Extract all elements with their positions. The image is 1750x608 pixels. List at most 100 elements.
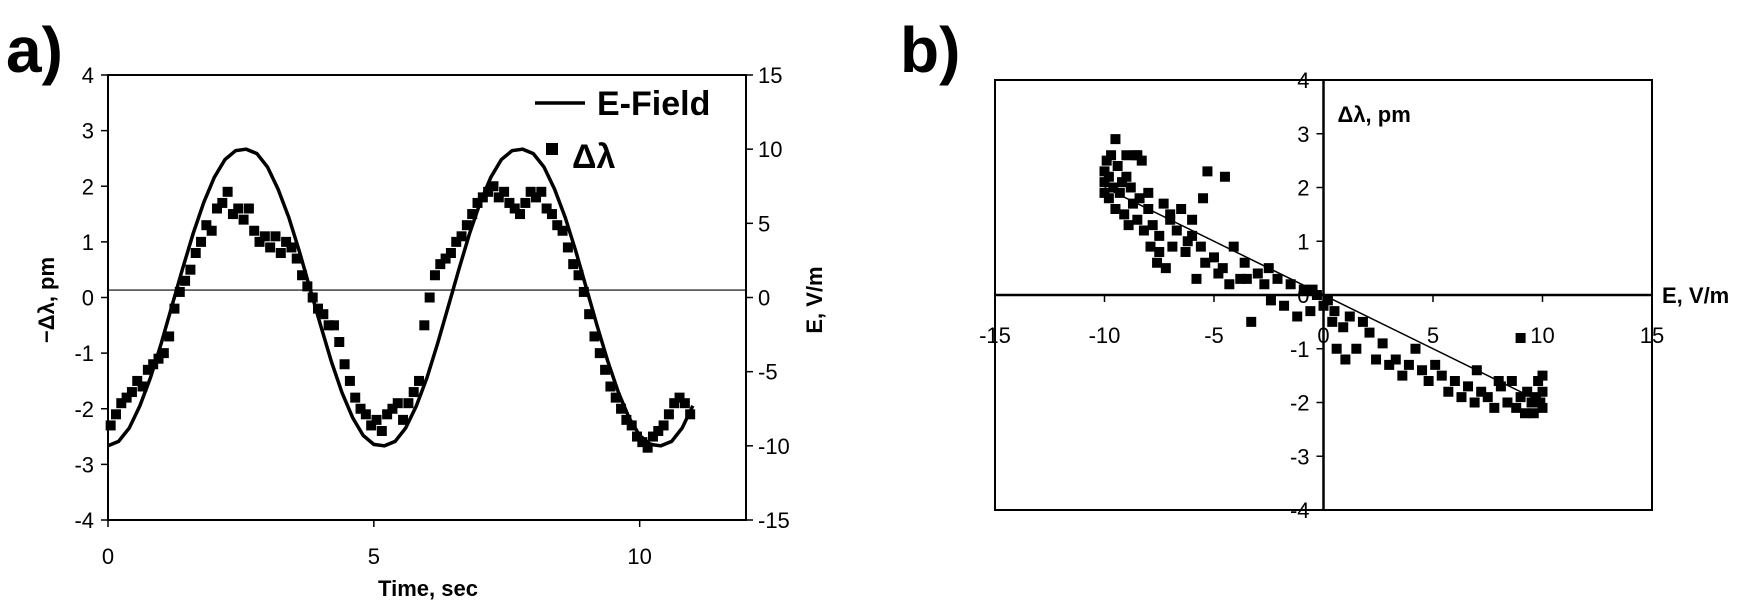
delta-lambda-vs-e-point — [1528, 408, 1539, 419]
delta-lambda-vs-e-point — [1495, 381, 1506, 392]
delta-lambda-vs-e-point — [1114, 187, 1125, 198]
panel-b-x-tick-label: 0 — [1317, 323, 1329, 348]
delta-lambda-point — [174, 286, 185, 297]
delta-lambda-vs-e-point — [1209, 252, 1219, 263]
series-delta-lambda-points — [105, 181, 696, 453]
delta-lambda-point — [658, 420, 669, 431]
delta-lambda-point — [467, 209, 478, 220]
delta-lambda-point — [265, 242, 276, 253]
panel-b-y-tick-label: -3 — [1290, 444, 1310, 469]
legend-delta-lambda-label: Δλ — [572, 138, 615, 176]
delta-lambda-vs-e-point — [1322, 295, 1333, 306]
delta-lambda-point — [589, 331, 600, 342]
delta-lambda-vs-e-point — [1121, 150, 1132, 161]
delta-lambda-point — [632, 431, 643, 442]
delta-lambda-point — [626, 420, 637, 431]
delta-lambda-vs-e-point — [1515, 333, 1526, 343]
delta-lambda-vs-e-point — [1147, 220, 1158, 231]
delta-lambda-vs-e-point — [1143, 204, 1154, 214]
delta-lambda-vs-e-point — [1526, 397, 1537, 408]
delta-lambda-point — [313, 303, 324, 314]
delta-lambda-vs-e-point — [1132, 150, 1143, 161]
delta-lambda-vs-e-point — [1101, 155, 1112, 166]
delta-lambda-vs-e-point — [1246, 316, 1257, 327]
delta-lambda-vs-e-point — [1200, 257, 1211, 268]
delta-lambda-point — [488, 181, 499, 192]
delta-lambda-point — [249, 225, 260, 236]
delta-lambda-vs-e-point — [1187, 230, 1198, 241]
delta-lambda-vs-e-point — [1123, 220, 1134, 231]
panel-a-right-axis-title: E, V/m — [802, 266, 827, 333]
delta-lambda-vs-e-point — [1423, 376, 1434, 386]
delta-lambda-point — [647, 431, 658, 442]
delta-lambda-point — [445, 248, 456, 258]
delta-lambda-point — [663, 409, 674, 420]
delta-lambda-vs-e-point — [1403, 359, 1414, 370]
delta-lambda-point — [222, 186, 233, 197]
delta-lambda-point — [185, 264, 196, 275]
delta-lambda-vs-e-point — [1112, 161, 1123, 171]
panel-a-right-axis: -15 -10 -5 0 5 10 15 — [746, 63, 790, 533]
delta-lambda-vs-e-point — [1103, 193, 1114, 204]
panel-b-label: b) — [900, 14, 960, 86]
delta-lambda-point — [642, 442, 653, 453]
panel-b-x-tick-label: 15 — [1640, 323, 1664, 348]
delta-lambda-vs-e-point — [1143, 187, 1154, 198]
delta-lambda-point — [509, 203, 520, 214]
panel-b-y-tick-label: -2 — [1290, 391, 1310, 416]
delta-lambda-point — [674, 392, 685, 403]
panel-a-left-axis-title: −Δλ, pm — [34, 257, 59, 343]
delta-lambda-vs-e-point — [1471, 365, 1482, 376]
panel-a-left-tick-label: 2 — [82, 174, 94, 199]
delta-lambda-vs-e-point — [1125, 182, 1136, 193]
delta-lambda-vs-e-point — [1195, 241, 1206, 252]
delta-lambda-point — [541, 203, 552, 214]
delta-lambda-vs-e-point — [1318, 300, 1329, 311]
delta-lambda-point — [180, 275, 191, 286]
delta-lambda-point — [600, 364, 611, 375]
delta-lambda-point — [610, 392, 621, 403]
delta-lambda-point — [281, 236, 292, 247]
delta-lambda-vs-e-point — [1108, 182, 1119, 193]
panel-a-x-axis: 0 5 10 — [102, 520, 652, 569]
panel-a-left-tick-label: 1 — [82, 230, 94, 255]
delta-lambda-vs-e-point — [1263, 263, 1274, 274]
delta-lambda-point — [568, 259, 579, 270]
delta-lambda-point — [552, 220, 563, 231]
delta-lambda-vs-e-point — [1307, 284, 1318, 295]
delta-lambda-point — [323, 320, 334, 331]
panel-a-right-tick-label: 10 — [758, 137, 782, 162]
panel-a-left-tick-label: -4 — [74, 508, 94, 533]
delta-lambda-vs-e-point — [1228, 241, 1239, 252]
delta-lambda-point — [132, 375, 143, 386]
delta-lambda-vs-e-point — [1533, 376, 1544, 386]
delta-lambda-vs-e-point — [1463, 381, 1474, 392]
panel-b-x-tick-label: 5 — [1427, 323, 1439, 348]
panel-a-x-tick-label: 0 — [102, 544, 114, 569]
panel-a-left-tick-label: 3 — [82, 119, 94, 144]
delta-lambda-vs-e-point — [1235, 273, 1246, 284]
panel-b-x-tick-label: -5 — [1204, 323, 1224, 348]
delta-lambda-vs-e-point — [1132, 214, 1143, 225]
delta-lambda-vs-e-point — [1311, 290, 1322, 300]
delta-lambda-point — [605, 381, 616, 392]
delta-lambda-vs-e-point — [1351, 343, 1362, 354]
delta-lambda-vs-e-point — [1106, 150, 1117, 161]
delta-lambda-vs-e-point — [1377, 338, 1388, 349]
delta-lambda-vs-e-point — [1117, 177, 1128, 188]
delta-lambda-point — [435, 259, 446, 270]
delta-lambda-vs-e-point — [1340, 354, 1351, 365]
delta-lambda-vs-e-point — [1298, 284, 1309, 295]
delta-lambda-point — [493, 192, 504, 203]
delta-lambda-point — [472, 197, 483, 208]
delta-lambda-point — [679, 398, 690, 409]
delta-lambda-point — [392, 398, 403, 409]
delta-lambda-point — [504, 197, 515, 208]
delta-lambda-vs-e-point — [1410, 343, 1421, 354]
delta-lambda-point — [286, 242, 297, 253]
delta-lambda-point — [137, 381, 148, 392]
delta-lambda-point — [360, 409, 371, 420]
delta-lambda-vs-e-point — [1338, 322, 1349, 333]
delta-lambda-vs-e-point — [1158, 198, 1169, 209]
